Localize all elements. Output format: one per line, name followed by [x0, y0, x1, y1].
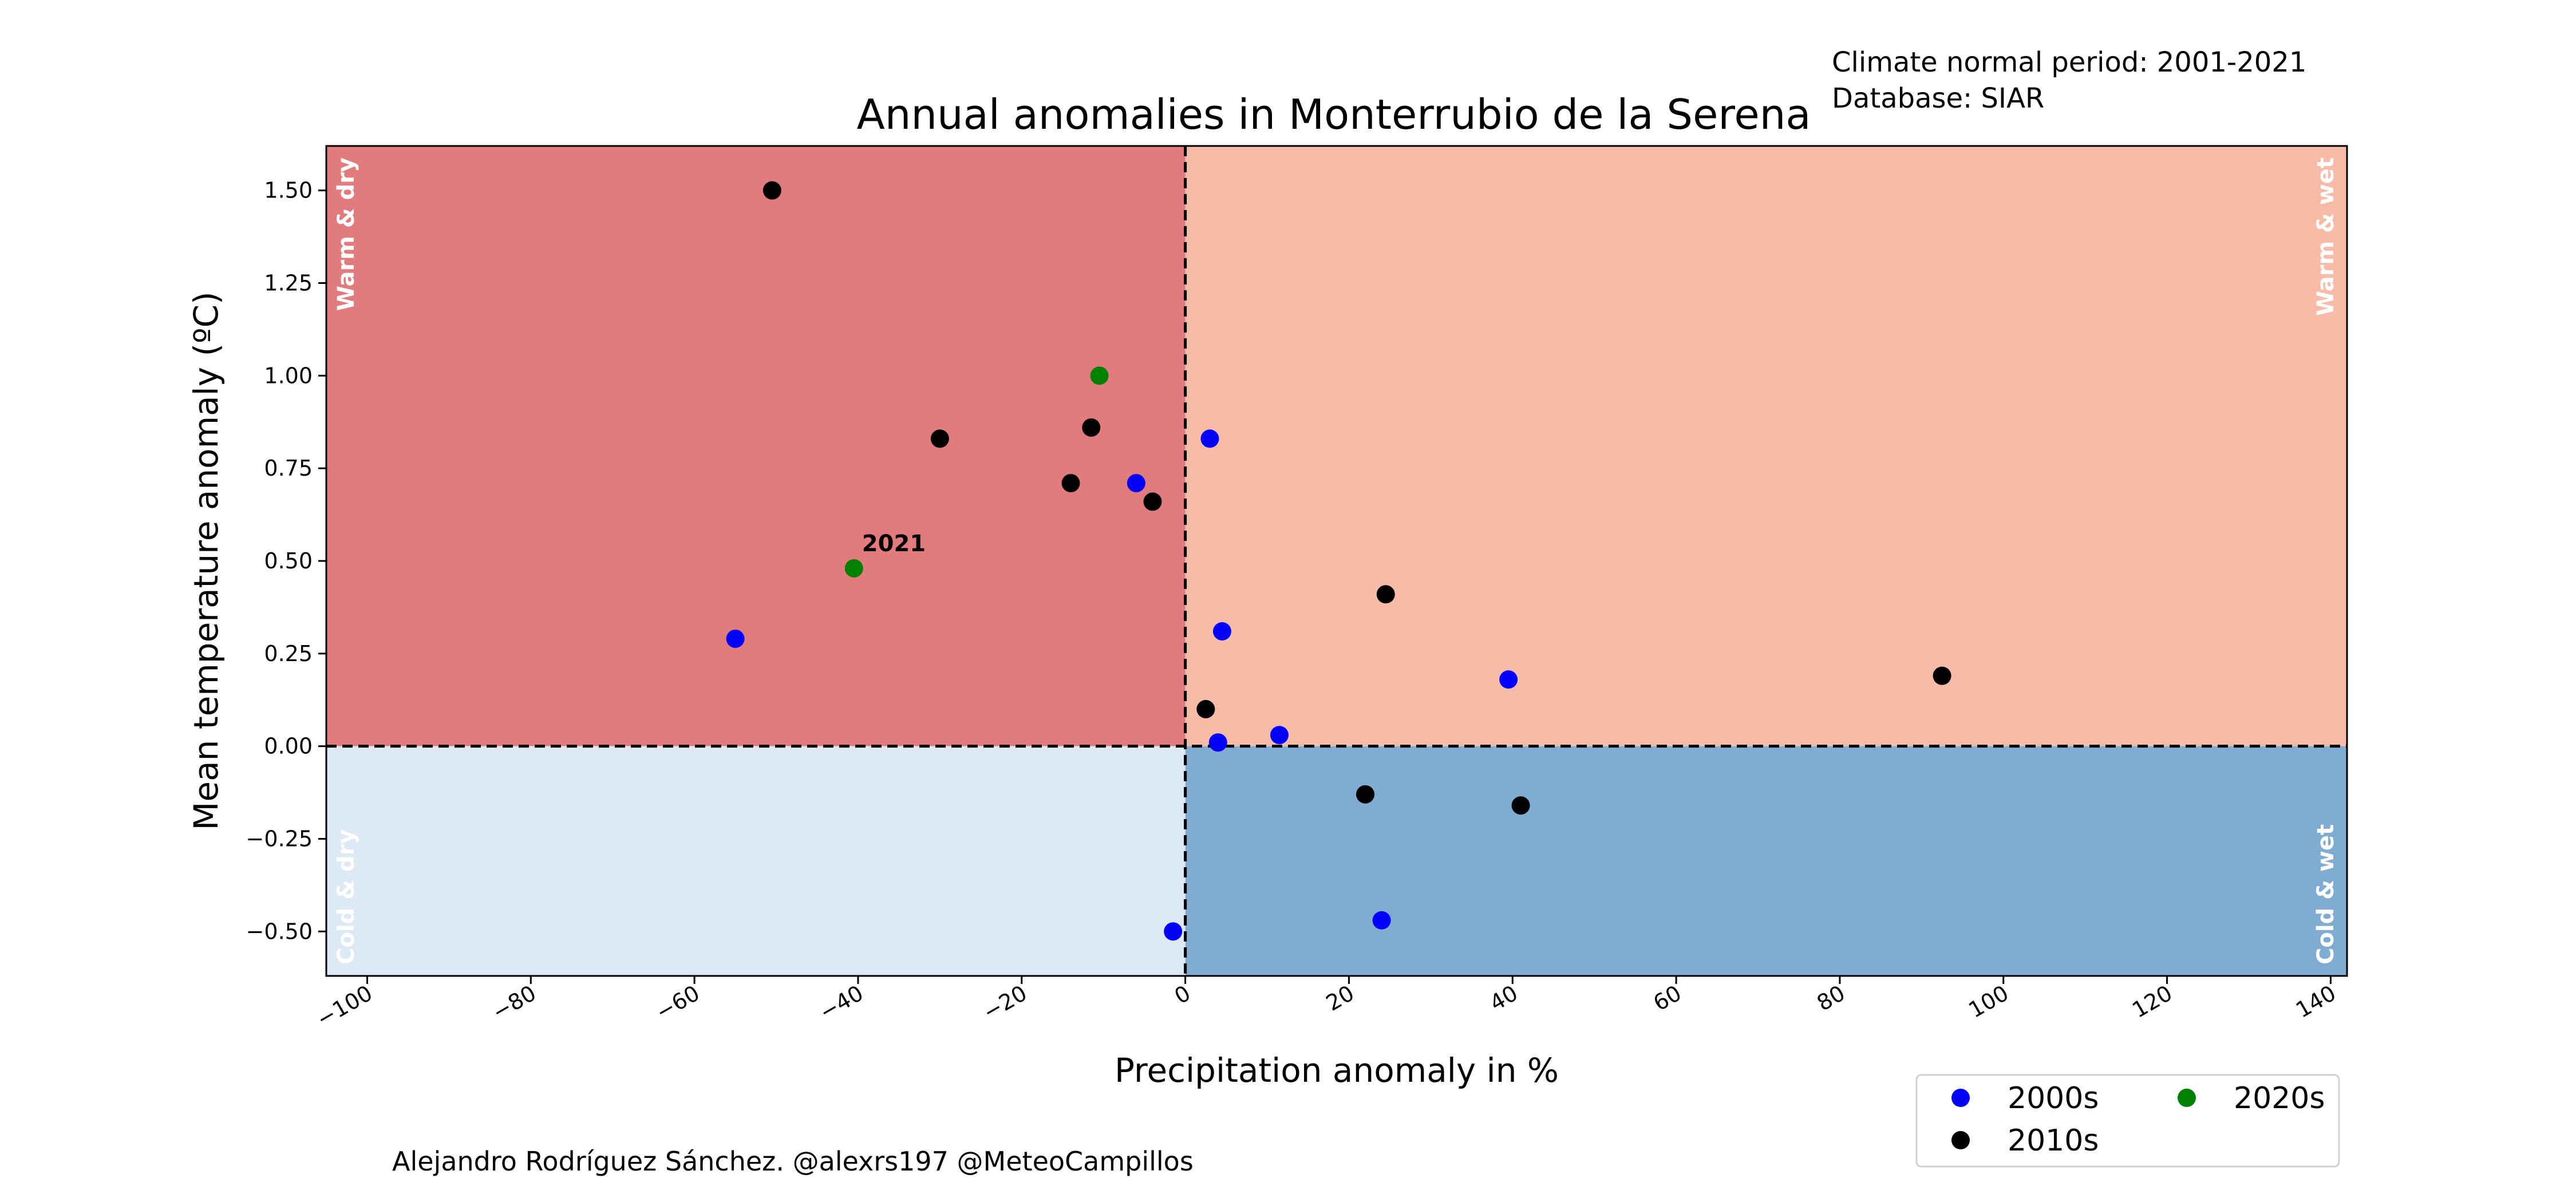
quadrant-warm-dry — [326, 146, 1186, 746]
x-axis-label: Precipitation anomaly in % — [1115, 1051, 1559, 1090]
data-point-2000s — [1499, 670, 1518, 689]
legend-box — [1915, 1074, 2340, 1168]
data-point-2020s — [1090, 366, 1109, 385]
data-point-2010s — [1061, 474, 1080, 493]
data-point-2000s — [726, 629, 745, 648]
data-point-2010s — [1933, 666, 1951, 685]
y-tick-label: 0.75 — [264, 456, 313, 481]
x-tick-label: 120 — [2128, 980, 2176, 1023]
y-tick-label: 1.00 — [264, 363, 313, 388]
database-note: Database: SIAR — [1832, 82, 2044, 114]
x-tick-label: 0 — [1170, 980, 1195, 1009]
x-tick-label: 140 — [2291, 980, 2340, 1023]
quadrant-label-cold-wet: Cold & wet — [2313, 824, 2339, 964]
data-point-2010s — [1082, 418, 1101, 437]
data-point-2000s — [1200, 429, 1219, 448]
quadrant-cold-wet — [1185, 746, 2347, 976]
y-tick-label: 1.25 — [264, 271, 313, 296]
annotation-label: 2021 — [862, 531, 926, 557]
data-point-2000s — [1127, 474, 1145, 493]
x-tick-label: −40 — [815, 980, 867, 1025]
y-tick-label: 0.25 — [264, 641, 313, 666]
x-tick-label: 60 — [1649, 980, 1686, 1016]
legend-entry-2020s: 2020s — [2234, 1081, 2325, 1116]
x-axis-ticks: −100 −80 −60 −40 −20 0 20 40 60 80 100 120 140 — [313, 976, 2340, 1032]
legend-entry-2010s: 2010s — [2008, 1124, 2099, 1158]
quadrant-labels: Warm & dry Warm & wet Cold & dry Cold & wet — [333, 157, 2339, 964]
legend-marker-2020s — [2178, 1089, 2196, 1107]
annotations: 2021 — [862, 531, 926, 557]
quadrant-warm-wet — [1185, 146, 2347, 746]
zero-reference-lines — [326, 146, 2347, 976]
data-point-2000s — [1372, 911, 1391, 930]
y-axis-label: Mean temperature anomaly (ºC) — [187, 291, 226, 830]
x-tick-label: 20 — [1322, 980, 1358, 1016]
x-tick-label: −20 — [979, 980, 1031, 1025]
y-tick-label: 0.50 — [264, 548, 313, 574]
data-point-2000s — [1164, 922, 1183, 941]
normal-period-note: Climate normal period: 2001-2021 — [1832, 46, 2306, 78]
data-point-2010s — [930, 429, 949, 448]
quadrant-cold-dry — [326, 746, 1186, 976]
x-tick-label: 40 — [1485, 980, 1522, 1016]
legend-entry-2000s: 2000s — [2008, 1081, 2099, 1116]
data-point-2010s — [1196, 699, 1215, 718]
quadrant-label-warm-wet: Warm & wet — [2313, 157, 2339, 316]
legend-marker-2000s — [1951, 1089, 1970, 1107]
y-axis-ticks: −0.50 −0.25 0.00 0.25 0.50 0.75 1.00 1.25 1.50 — [246, 178, 326, 944]
data-point-2000s — [1212, 622, 1231, 640]
author-credit: Alejandro Rodríguez Sánchez. @alexrs197 … — [392, 1146, 1194, 1177]
quadrant-label-warm-dry: Warm & dry — [333, 157, 359, 311]
data-point-2020s — [844, 559, 863, 578]
x-tick-label: 100 — [1964, 980, 2013, 1023]
quadrant-label-cold-dry: Cold & dry — [333, 829, 359, 964]
x-tick-label: −60 — [651, 980, 704, 1025]
y-tick-label: 0.00 — [264, 734, 313, 759]
data-point-2010s — [762, 181, 781, 200]
data-point-2010s — [1143, 492, 1162, 511]
legend: 2000s 2020s 2010s — [1915, 1074, 2340, 1168]
x-tick-label: 80 — [1813, 980, 1850, 1016]
data-points — [726, 181, 1951, 941]
legend-marker-2010s — [1951, 1131, 1970, 1149]
data-point-2000s — [1270, 726, 1289, 745]
y-tick-label: 1.50 — [264, 178, 313, 203]
x-tick-label: −80 — [488, 980, 540, 1025]
y-tick-label: −0.50 — [246, 919, 313, 944]
x-tick-label: −100 — [313, 980, 377, 1032]
y-tick-label: −0.25 — [246, 826, 313, 851]
chart-title: Annual anomalies in Monterrubio de la Se… — [857, 90, 1811, 139]
quadrant-backgrounds — [326, 146, 2347, 976]
data-point-2010s — [1356, 785, 1375, 804]
data-point-2000s — [1208, 733, 1227, 752]
data-point-2010s — [1376, 585, 1395, 604]
data-point-2010s — [1511, 796, 1530, 815]
